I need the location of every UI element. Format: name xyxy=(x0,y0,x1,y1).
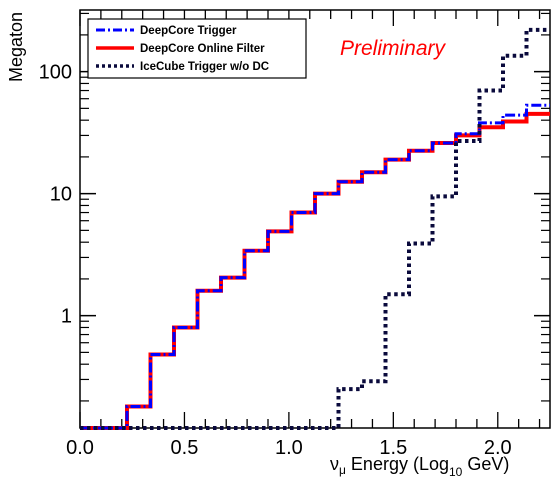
x-ticks: 0.0 0.5 1.0 1.5 2.0 xyxy=(66,10,541,459)
x-axis-label: νμ Energy (Log10 GeV) xyxy=(330,454,509,478)
y-tick-label: 10 xyxy=(50,184,72,206)
x-axis-label-sub: 10 xyxy=(449,465,463,478)
series-icecube-trigger-w-o-dc xyxy=(80,27,550,430)
x-tick-label: 1.5 xyxy=(379,437,407,459)
y-minor-ticks xyxy=(80,12,550,402)
y-axis-label: Megaton xyxy=(6,12,26,82)
x-axis-label-nu: ν xyxy=(330,454,339,474)
x-tick-label: 2.0 xyxy=(484,437,512,459)
plot-area xyxy=(79,9,551,429)
series-deepcore-trigger xyxy=(80,103,550,430)
series-layer xyxy=(80,27,550,430)
legend-label-icecube-trigger: IceCube Trigger w/o DC xyxy=(140,61,269,73)
x-tick-label: 1.0 xyxy=(275,437,303,459)
x-axis-label-text: Energy (Log xyxy=(346,454,449,474)
y-major-ticks: 1 10 100 xyxy=(39,62,550,328)
legend: DeepCore Trigger DeepCore Online Filter … xyxy=(87,18,307,79)
legend-label-deepcore-online-filter: DeepCore Online Filter xyxy=(140,43,265,55)
legend-label-deepcore-trigger: DeepCore Trigger xyxy=(140,25,237,37)
y-tick-label: 1 xyxy=(61,306,72,328)
x-axis-label-mu: μ xyxy=(339,463,346,477)
x-axis-label-tail: GeV) xyxy=(462,454,509,474)
x-tick-label: 0.5 xyxy=(171,437,199,459)
y-tick-label: 100 xyxy=(39,62,72,84)
x-tick-label: 0.0 xyxy=(66,437,94,459)
preliminary-annotation: Preliminary xyxy=(340,37,447,60)
